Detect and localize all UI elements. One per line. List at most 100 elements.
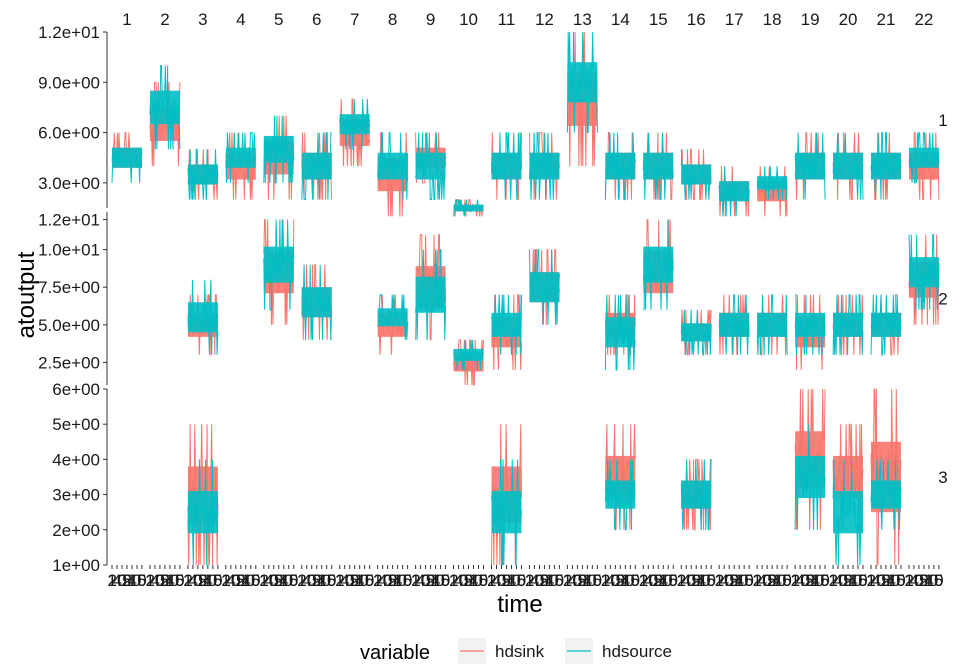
x-tick-label: 01 (687, 571, 706, 590)
x-tick-label: 01 (535, 571, 554, 590)
column-strip-label: 5 (274, 10, 283, 29)
facet-panel (149, 65, 181, 167)
x-tick-label: 0 (517, 571, 526, 590)
facet-panel (718, 166, 750, 217)
x-tick-label: 01 (231, 571, 250, 590)
column-strip-label: 6 (312, 10, 321, 29)
x-tick-label: 45 (811, 571, 830, 590)
column-strip-label: 21 (877, 10, 896, 29)
x-tick-label: 1 (790, 571, 799, 590)
series-line-hdsource (491, 459, 522, 566)
facet-panel (756, 294, 788, 356)
x-tick-label: 1 (183, 571, 192, 590)
y-tick-label: 6.0e+00 (38, 124, 100, 143)
x-tick-label: 0 (251, 571, 260, 590)
x-tick-label: 20 (145, 571, 164, 590)
x-tick-label: 01 (459, 571, 478, 590)
x-tick-label: 20 (829, 571, 848, 590)
facet-panel (604, 132, 636, 201)
facet-panel (870, 294, 902, 356)
series-line-hdsource (795, 294, 826, 355)
y-tick-label: 2.5e+00 (38, 353, 100, 372)
x-tick-label: 01 (383, 571, 402, 590)
facet-panel (187, 424, 219, 566)
x-tick-label: 0 (365, 571, 374, 590)
facet-panel (453, 199, 484, 217)
x-tick-label: 01 (611, 571, 630, 590)
legend-label-hdsource: hdsource (602, 642, 672, 661)
series-line-hdsource (794, 132, 826, 200)
column-strip-label: 14 (611, 10, 630, 29)
facet-panel (566, 31, 598, 167)
facet-panel (491, 294, 522, 371)
x-tick-label: 20 (639, 571, 658, 590)
x-tick-label: 20 (426, 571, 445, 590)
x-tick-label: 1 (145, 571, 154, 590)
x-tick-label: 45 (834, 571, 853, 590)
x-tick-label: 01 (345, 571, 364, 590)
x-tick-label: 20 (904, 571, 923, 590)
series-line-hdsource (680, 309, 712, 356)
facet-panel (415, 234, 447, 341)
x-tick-label: 20 (449, 571, 468, 590)
x-tick-label: 0 (175, 571, 184, 590)
x-tick-label: 0 (555, 571, 564, 590)
x-tick-label: 20 (108, 571, 127, 590)
facet-panel (604, 294, 636, 371)
y-tick-label: 3e+00 (52, 486, 100, 505)
series-line-hdsink (566, 31, 598, 167)
x-tick-label: 20 (487, 571, 506, 590)
x-tick-label: 20 (540, 571, 559, 590)
x-tick-label: 0 (669, 571, 678, 590)
series-line-hdsource (718, 294, 750, 355)
facet-panels (111, 31, 940, 566)
series-line-hdsource (832, 294, 864, 355)
facet-panel (832, 132, 864, 201)
series-line-hdsource (225, 132, 257, 183)
x-tick-label: 0 (820, 571, 829, 590)
x-tick-label: 20 (867, 571, 886, 590)
legend-key-hdsource (565, 638, 593, 664)
facet-panel (225, 132, 257, 200)
series-line-hdsource (832, 459, 864, 566)
x-tick-label: 0 (631, 571, 640, 590)
series-line-hdsink (377, 294, 409, 355)
x-tick-label: 0 (327, 571, 336, 590)
x-tick-label: 45 (454, 571, 473, 590)
x-tick-label: 0 (137, 571, 146, 590)
x-tick-label: 20 (312, 571, 331, 590)
facet-panel (870, 132, 902, 201)
x-tick-label: 45 (302, 571, 321, 590)
x-tick-label: 45 (583, 571, 602, 590)
x-tick-label: 20 (123, 571, 142, 590)
series-line-hdsource (680, 458, 712, 531)
x-tick-label: 0 (403, 571, 412, 590)
series-line-hdsource (642, 132, 674, 201)
x-tick-label: 45 (545, 571, 564, 590)
legend-title: variable (360, 642, 430, 664)
x-tick-label: 1 (563, 571, 572, 590)
column-strip-label: 1 (122, 10, 131, 29)
x-tick-label: 0 (593, 571, 602, 590)
facet-panel (642, 219, 674, 311)
series-line-hdsource (680, 149, 712, 200)
row-strip-labels: 1 2 3 (938, 111, 947, 487)
series-line-hdsource (149, 65, 181, 150)
x-tick-label: 20 (844, 571, 863, 590)
column-strip-label: 7 (350, 10, 359, 29)
y-tick-label: 1.0e+01 (38, 241, 100, 260)
x-tick-label: 45 (924, 571, 943, 590)
facet-panel (263, 115, 295, 200)
x-tick-label: 45 (241, 571, 260, 590)
x-tick-label: 20 (616, 571, 635, 590)
x-tick-label: 20 (601, 571, 620, 590)
facet-panel (529, 249, 560, 325)
x-tick-label: 01 (877, 571, 896, 590)
x-tick-label: 1 (866, 571, 875, 590)
x-tick-label: 1 (221, 571, 230, 590)
x-tick-label: 45 (773, 571, 792, 590)
x-tick-label: 45 (279, 571, 298, 590)
x-tick-label: 45 (530, 571, 549, 590)
x-tick-label: 45 (378, 571, 397, 590)
series-line-hdsource (301, 132, 332, 201)
